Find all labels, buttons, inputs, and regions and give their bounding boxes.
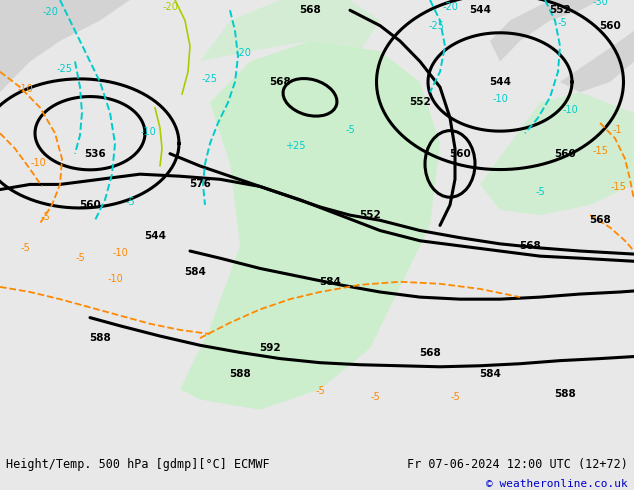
Text: 568: 568 xyxy=(299,5,321,15)
Polygon shape xyxy=(560,31,634,92)
Text: -10: -10 xyxy=(17,84,33,94)
Text: -5: -5 xyxy=(557,18,567,27)
Text: -10: -10 xyxy=(107,274,123,284)
Text: 544: 544 xyxy=(469,5,491,15)
Text: -15: -15 xyxy=(610,181,626,192)
Text: 560: 560 xyxy=(79,200,101,210)
Text: -20: -20 xyxy=(442,2,458,12)
Text: 568: 568 xyxy=(519,241,541,251)
Polygon shape xyxy=(480,92,634,215)
Text: 576: 576 xyxy=(189,179,211,190)
Text: -30: -30 xyxy=(592,0,608,7)
Text: -25: -25 xyxy=(57,64,73,74)
Text: 560: 560 xyxy=(449,148,471,159)
Text: -5: -5 xyxy=(345,125,355,135)
Text: -20: -20 xyxy=(162,2,178,12)
Text: -5: -5 xyxy=(370,392,380,402)
Text: 544: 544 xyxy=(144,231,166,241)
Text: 560: 560 xyxy=(599,21,621,30)
Text: -10: -10 xyxy=(140,127,156,137)
Text: -25: -25 xyxy=(429,21,445,31)
Text: 588: 588 xyxy=(89,333,111,343)
Text: 592: 592 xyxy=(259,343,281,353)
Text: 552: 552 xyxy=(409,98,431,107)
Text: -10: -10 xyxy=(112,248,128,258)
Text: 544: 544 xyxy=(489,77,511,87)
Text: -20: -20 xyxy=(42,7,58,17)
Text: -5: -5 xyxy=(40,212,50,222)
Polygon shape xyxy=(200,0,380,61)
Text: -5: -5 xyxy=(315,387,325,396)
Text: -25: -25 xyxy=(202,74,218,84)
Text: 552: 552 xyxy=(359,210,381,220)
Text: 536: 536 xyxy=(84,148,106,159)
Text: -10: -10 xyxy=(30,158,46,168)
Text: -15: -15 xyxy=(592,146,608,156)
Text: 552: 552 xyxy=(549,5,571,15)
Text: -5: -5 xyxy=(535,187,545,196)
Polygon shape xyxy=(180,41,440,410)
Text: -5: -5 xyxy=(450,392,460,402)
Text: 584: 584 xyxy=(479,369,501,379)
Text: 588: 588 xyxy=(554,390,576,399)
Text: Fr 07-06-2024 12:00 UTC (12+72): Fr 07-06-2024 12:00 UTC (12+72) xyxy=(407,458,628,471)
Text: -20: -20 xyxy=(235,49,251,58)
Text: 560: 560 xyxy=(554,148,576,159)
Text: +25: +25 xyxy=(285,141,305,150)
Text: 584: 584 xyxy=(319,277,341,287)
Polygon shape xyxy=(0,0,130,92)
Text: -5: -5 xyxy=(125,197,135,207)
Text: -5: -5 xyxy=(75,253,85,263)
Text: -5: -5 xyxy=(20,243,30,253)
Text: 568: 568 xyxy=(589,215,611,225)
Polygon shape xyxy=(490,0,600,61)
Text: -10: -10 xyxy=(492,95,508,104)
Text: 568: 568 xyxy=(419,348,441,359)
Text: 584: 584 xyxy=(184,267,206,276)
Text: -10: -10 xyxy=(562,105,578,115)
Text: 588: 588 xyxy=(229,369,251,379)
Text: -1: -1 xyxy=(612,125,622,135)
Text: © weatheronline.co.uk: © weatheronline.co.uk xyxy=(486,479,628,489)
Text: 568: 568 xyxy=(269,77,291,87)
Text: Height/Temp. 500 hPa [gdmp][°C] ECMWF: Height/Temp. 500 hPa [gdmp][°C] ECMWF xyxy=(6,458,270,471)
